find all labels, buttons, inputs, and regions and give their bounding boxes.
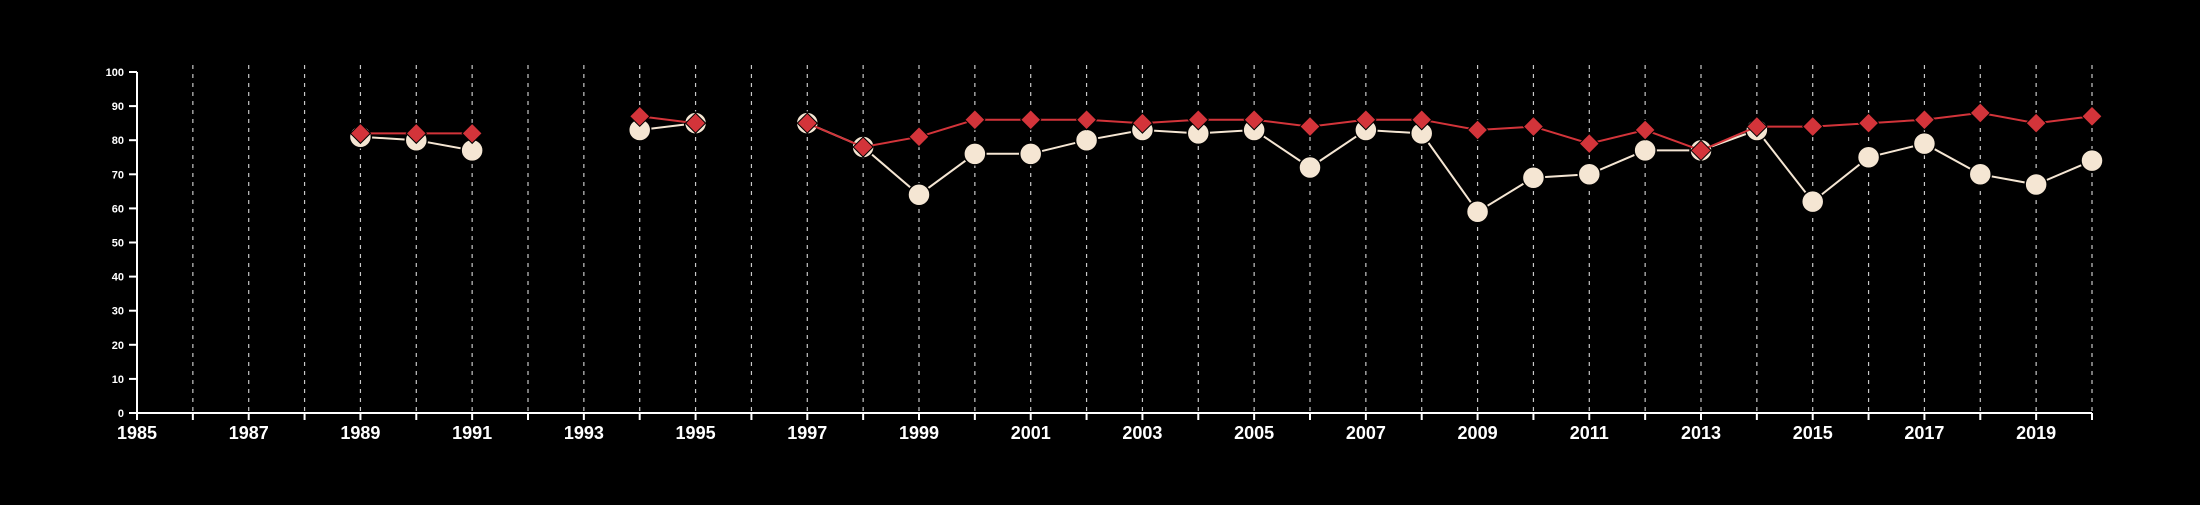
diamond-marker	[1466, 119, 1489, 141]
circle-marker	[2024, 172, 2048, 197]
x-tick-label: 1999	[899, 423, 939, 443]
axis-layer: 0 10 20 30 40 50 60 70 80 90 100 1985 1987 1989 1991 19…	[106, 67, 2093, 443]
diamond-marker	[1857, 112, 1880, 134]
circle-marker	[1800, 189, 1825, 214]
diamond-marker	[349, 122, 372, 145]
x-tick-label: 2017	[1904, 423, 1944, 443]
diamond-marker	[1243, 109, 1265, 131]
diamond-marker	[796, 112, 818, 134]
y-tick-label: 90	[112, 101, 124, 113]
diamond-series-line	[806, 111, 2093, 152]
x-tick-label: 2011	[1570, 423, 1609, 443]
x-tick-label: 2001	[1011, 423, 1051, 443]
circle-marker	[1577, 162, 1602, 187]
x-tick-label: 2005	[1234, 423, 1274, 443]
x-tick-label: 1997	[787, 423, 827, 443]
x-tick-label: 2003	[1122, 423, 1162, 443]
diamond-marker	[1299, 115, 1321, 138]
x-tick-label: 1995	[676, 423, 716, 443]
diamond-marker	[684, 112, 707, 134]
diamond-marker	[1690, 139, 1712, 162]
diamond-marker	[1746, 115, 1768, 138]
x-tick-label: 2015	[1793, 423, 1833, 443]
diamond-marker	[908, 126, 930, 148]
circle-marker	[907, 183, 931, 207]
diamond-marker	[1634, 119, 1656, 141]
y-tick-label: 40	[112, 272, 124, 284]
series-layer	[348, 102, 2104, 224]
diamond-marker	[2081, 105, 2103, 128]
diamond-marker	[1355, 109, 1377, 131]
circle-marker	[1298, 155, 1322, 180]
circle-marker	[1968, 162, 1993, 187]
x-tick-label: 1985	[117, 423, 157, 443]
diamond-marker	[461, 122, 483, 145]
circle-marker	[1912, 131, 1937, 156]
y-tick-label: 0	[118, 408, 124, 420]
y-tick-label: 20	[112, 340, 124, 352]
diamond-marker	[405, 122, 427, 145]
circle-marker	[1074, 128, 1099, 152]
y-tick-label: 100	[106, 67, 124, 79]
diamond-marker	[1075, 109, 1098, 131]
circle-marker	[963, 142, 987, 166]
diamond-marker	[1020, 109, 1042, 131]
diamond-marker	[1913, 109, 1936, 131]
y-tick-label: 80	[112, 135, 124, 147]
y-tick-label: 30	[112, 306, 124, 318]
circle-marker	[1856, 145, 1881, 169]
x-tick-label: 2007	[1346, 423, 1386, 443]
circle-marker	[1465, 200, 1490, 224]
diamond-marker	[1802, 115, 1824, 138]
y-tick-label: 50	[112, 238, 124, 250]
diamond-marker	[1578, 132, 1600, 155]
diamond-marker	[1187, 109, 1209, 131]
x-tick-label: 1991	[452, 423, 492, 443]
y-tick-label: 70	[112, 169, 124, 181]
y-tick-label: 60	[112, 203, 124, 215]
diamond-marker	[1131, 112, 1154, 134]
x-tick-label: 2013	[1681, 423, 1721, 443]
circle-marker	[1521, 165, 1546, 190]
diamond-marker	[852, 136, 874, 158]
x-tick-label: 2009	[1458, 423, 1498, 443]
diamond-marker	[964, 109, 986, 131]
circle-marker	[2080, 148, 2104, 173]
diamond-marker	[2025, 112, 2047, 134]
circle-marker	[1018, 142, 1043, 166]
x-tick-label: 1993	[564, 423, 604, 443]
diamond-marker	[629, 105, 651, 128]
x-tick-label: 1987	[229, 423, 269, 443]
diamond-marker	[1522, 115, 1545, 138]
circle-marker	[1633, 138, 1657, 163]
diamond-marker	[1411, 109, 1433, 131]
y-tick-label: 10	[112, 374, 124, 386]
circle-series-line	[806, 122, 2093, 214]
diamond-marker	[1969, 102, 1991, 124]
x-tick-label: 2019	[2016, 423, 2056, 443]
x-tick-label: 1989	[340, 423, 380, 443]
